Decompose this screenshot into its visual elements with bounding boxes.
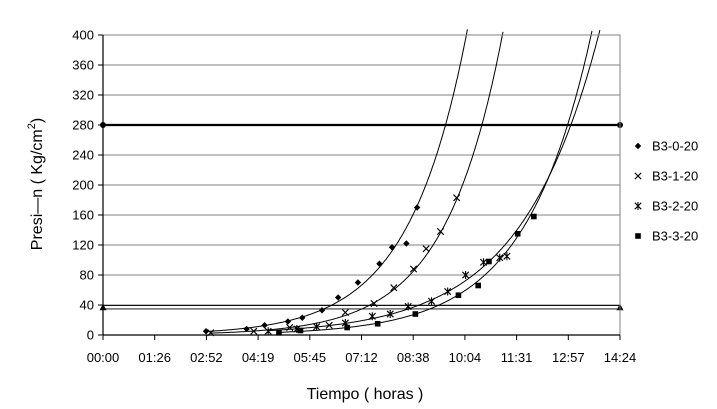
axes [98, 34, 621, 340]
data-point-b3-0-20 [284, 318, 292, 325]
y-tick-label: 240 [72, 148, 94, 163]
y-tick-label: 360 [72, 58, 94, 73]
data-point-b3-0-20 [388, 244, 396, 251]
data-point-b3-1-20 [390, 284, 398, 292]
data-point-b3-1-20 [370, 299, 378, 308]
data-point-b3-2-20 [264, 327, 272, 336]
x-axis-title: Tiempo ( horas ) [307, 386, 424, 403]
legend-marker-b3-2-20 [634, 202, 642, 210]
y-axis-title-close: ) [29, 118, 46, 123]
y-tick-label: 160 [72, 208, 94, 223]
data-point-b3-1-20 [409, 265, 418, 273]
legend-marker-b3-1-20 [634, 172, 642, 180]
data-point-b3-0-20 [413, 204, 421, 211]
y-axis-title-main: Presi—n ( Kg/cm [29, 129, 46, 250]
data-point-b3-1-20 [422, 245, 430, 253]
y-tick-label: 320 [72, 88, 94, 103]
x-tick-label: 08:38 [397, 350, 430, 365]
data-points [202, 194, 537, 337]
legend-marker-b3-0-20 [634, 142, 642, 150]
y-tick-label: 200 [72, 178, 94, 193]
x-tick-label: 05:45 [294, 350, 327, 365]
x-tick-label: 12:57 [552, 350, 585, 365]
data-point-b3-0-20 [299, 314, 306, 321]
trend-curve [210, 31, 504, 334]
y-tick-label: 80 [80, 268, 94, 283]
x-tick-label: 10:04 [449, 350, 482, 365]
legend-label-b3-1-20: B3-1-20 [652, 169, 698, 184]
data-point-b3-3-20 [412, 311, 419, 317]
data-point-b3-0-20 [334, 294, 342, 301]
data-point-b3-2-20 [386, 310, 394, 318]
y-tick-labels: 0 40 80 120 160 200 240 280 320 360 400 [72, 28, 94, 343]
y-axis-title-superscript: 2 [26, 123, 38, 129]
data-point-b3-0-20 [376, 260, 383, 267]
data-point-b3-0-20 [261, 322, 268, 329]
data-point-b3-3-20 [486, 258, 492, 265]
data-point-b3-1-20 [286, 323, 294, 332]
data-point-b3-2-20 [313, 322, 321, 331]
y-tick-label: 0 [87, 328, 94, 343]
data-point-b3-2-20 [479, 258, 488, 267]
data-point-b3-1-20 [250, 327, 258, 335]
data-point-b3-3-20 [297, 327, 304, 334]
data-point-b3-1-20 [325, 321, 333, 329]
data-point-b3-0-20 [318, 307, 326, 314]
reference-lines [99, 122, 624, 311]
data-point-b3-2-20 [427, 297, 436, 306]
data-point-b3-2-20 [444, 287, 452, 296]
x-tick-label: 07:12 [345, 350, 378, 365]
data-point-b3-2-20 [496, 253, 504, 262]
data-point-b3-3-20 [374, 320, 381, 327]
data-point-b3-1-20 [436, 227, 445, 236]
data-point-b3-3-20 [475, 282, 481, 289]
data-point-b3-2-20 [462, 271, 470, 279]
legend-label-b3-0-20: B3-0-20 [652, 139, 698, 154]
y-tick-label: 120 [72, 238, 94, 253]
data-point-b3-0-20 [243, 325, 250, 333]
legend-marker-b3-3-20 [635, 233, 641, 239]
data-point-b3-2-20 [404, 302, 412, 311]
x-tick-labels: 00:00 01:26 02:52 04:19 05:45 07:12 08:38 10:04… [87, 350, 637, 365]
trend-curve [278, 30, 593, 333]
data-point-b3-1-20 [453, 194, 461, 202]
data-point-b3-2-20 [368, 312, 376, 321]
data-point-b3-3-20 [344, 324, 350, 331]
data-point-b3-2-20 [503, 252, 511, 261]
legend-label-b3-2-20: B3-2-20 [652, 199, 698, 214]
x-tick-label: 11:31 [501, 350, 533, 365]
data-point-b3-1-20 [207, 329, 215, 337]
y-tick-label: 280 [72, 118, 94, 133]
y-tick-label: 40 [80, 298, 94, 313]
fitted-curves [206, 29, 601, 334]
data-point-b3-3-20 [531, 213, 537, 220]
x-tick-label: 14:24 [604, 350, 637, 365]
legend-label-b3-3-20: B3-3-20 [652, 229, 698, 244]
trend-curve [268, 29, 601, 332]
data-point-b3-3-20 [514, 230, 521, 237]
data-point-b3-0-20 [202, 328, 210, 335]
data-point-b3-3-20 [455, 292, 462, 299]
x-tick-label: 00:00 [87, 350, 120, 365]
x-tick-label: 02:52 [190, 350, 223, 365]
data-point-b3-3-20 [276, 329, 282, 336]
grid [103, 34, 620, 306]
x-tick-label: 04:19 [242, 350, 275, 365]
data-point-b3-1-20 [341, 308, 349, 317]
data-point-b3-0-20 [403, 240, 410, 247]
y-axis-title: Presi—n ( Kg/cm2) [26, 118, 46, 250]
x-tick-label: 01:26 [138, 350, 171, 365]
y-tick-label: 400 [72, 28, 94, 43]
trend-curve [206, 29, 468, 332]
legend: B3-0-20 B3-1-20 B3-2-20 B3-3-20 [634, 139, 698, 244]
data-point-b3-0-20 [354, 279, 362, 286]
